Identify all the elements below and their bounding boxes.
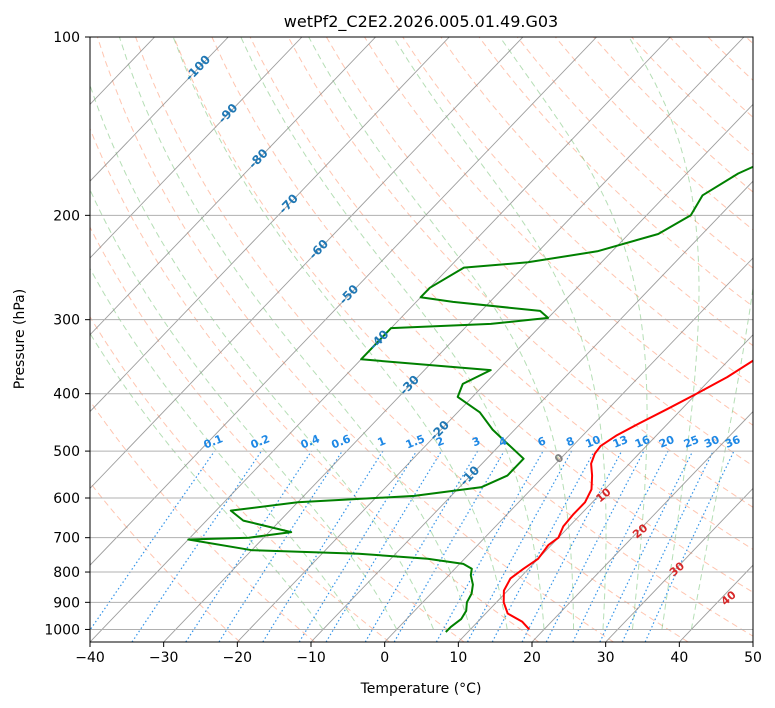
x-tick-label: −30 — [149, 650, 179, 666]
temperature-profile — [502, 359, 753, 631]
y-tick-label: 700 — [53, 531, 80, 547]
x-tick-label: −10 — [296, 650, 326, 666]
x-tick-label: −20 — [223, 650, 253, 666]
dry-adiabat — [249, 37, 753, 551]
mixing-ratio-line — [435, 450, 544, 642]
mixing-ratio-line — [185, 450, 312, 642]
mixing-ratio-label: 36 — [723, 433, 742, 451]
moist-adiabat — [90, 332, 324, 630]
mixing-ratio-line — [262, 450, 384, 642]
isotherm-line — [531, 410, 753, 642]
moist-adiabat — [628, 37, 700, 630]
moist-adiabat — [90, 267, 361, 630]
mixing-ratio-label: 2 — [434, 434, 446, 449]
x-axis-label: Temperature (°C) — [360, 681, 482, 697]
dry-adiabat — [402, 37, 753, 386]
mixing-ratio-label: 8 — [564, 434, 576, 449]
background-lines — [90, 37, 753, 642]
mixing-ratio-line — [298, 450, 418, 642]
moist-adiabat — [690, 284, 753, 630]
dry-adiabat — [173, 37, 753, 637]
moist-adiabat — [90, 83, 434, 630]
dry-adiabat — [287, 37, 753, 508]
dry-adiabat — [90, 127, 540, 642]
mixing-ratio-label: 10 — [583, 433, 602, 451]
mixing-ratio-line — [218, 450, 343, 642]
dry-adiabat — [364, 37, 753, 426]
isotherm-line — [237, 103, 753, 642]
x-tick-label: −40 — [75, 650, 105, 666]
dry-adiabat — [90, 400, 316, 642]
mixing-ratio-label: 3 — [470, 434, 482, 449]
mixing-ratio-line — [325, 450, 442, 642]
isotherm-line — [605, 487, 753, 642]
mixing-ratio-line — [466, 450, 573, 642]
x-tick-label: 30 — [597, 650, 615, 666]
mixing-ratio-line — [572, 450, 669, 642]
mixing-ratio-label: 30 — [702, 433, 721, 451]
isotherm-line — [310, 180, 753, 642]
mixing-ratio-line — [90, 450, 216, 632]
isotherm-line — [90, 37, 303, 259]
y-tick-label: 200 — [53, 208, 80, 224]
moist-adiabat — [499, 37, 648, 630]
mixing-ratio-label: 20 — [657, 433, 676, 451]
y-tick-label: 800 — [53, 565, 80, 581]
mixing-ratio-label: 25 — [682, 433, 701, 451]
moist-adiabat — [392, 37, 607, 630]
y-tick-label: 500 — [53, 444, 80, 460]
y-tick-label: 900 — [53, 595, 80, 611]
dry-adiabat — [90, 226, 465, 642]
dewpoint-profile — [187, 165, 753, 633]
isotherm-line — [90, 37, 524, 490]
y-axis-label: Pressure (hPa) — [12, 289, 28, 389]
isotherm-line — [163, 37, 745, 642]
y-tick-label: 100 — [53, 30, 80, 46]
isotherm-line — [90, 37, 376, 336]
mixing-ratio-label: 13 — [611, 433, 630, 451]
x-tick-label: 0 — [380, 650, 389, 666]
mixing-ratio-label: 16 — [633, 433, 652, 451]
isotherm-line — [90, 37, 229, 182]
axes: −40 −30 −20 −10 0 10 20 30 40 50 100 200 300 400 500 60… — [44, 30, 762, 666]
mixing-ratio-line — [131, 450, 262, 642]
dry-adiabat — [96, 37, 614, 642]
y-tick-label: 400 — [53, 387, 80, 403]
y-tick-label: 600 — [53, 491, 80, 507]
x-tick-label: 10 — [449, 650, 467, 666]
isotherm-line — [90, 37, 597, 566]
chart-title: wetPf2_C2E2.2026.005.01.49.G03 — [284, 12, 558, 32]
plot-frame — [89, 36, 754, 643]
moist-adiabat — [118, 37, 471, 630]
dry-adiabat — [90, 315, 390, 642]
dry-adiabat — [135, 37, 689, 642]
dry-adiabat — [440, 37, 753, 347]
x-tick-label: 50 — [744, 650, 762, 666]
moist-adiabat — [172, 37, 508, 630]
y-tick-label: 300 — [53, 313, 80, 329]
x-tick-label: 20 — [523, 650, 541, 666]
mixing-ratio-label: 1 — [376, 434, 388, 449]
y-tick-label: 1000 — [44, 622, 80, 638]
dry-adiabat — [325, 37, 753, 467]
moist-adiabat — [90, 188, 398, 630]
mixing-ratio-line — [545, 450, 645, 642]
dry-adiabat — [211, 37, 753, 593]
isotherm-line — [90, 37, 450, 413]
x-tick-label: 40 — [670, 650, 688, 666]
sounding-profiles — [187, 165, 753, 633]
isotherm-line — [384, 257, 753, 642]
dry-adiabat — [90, 481, 241, 642]
moist-adiabat — [240, 37, 545, 630]
